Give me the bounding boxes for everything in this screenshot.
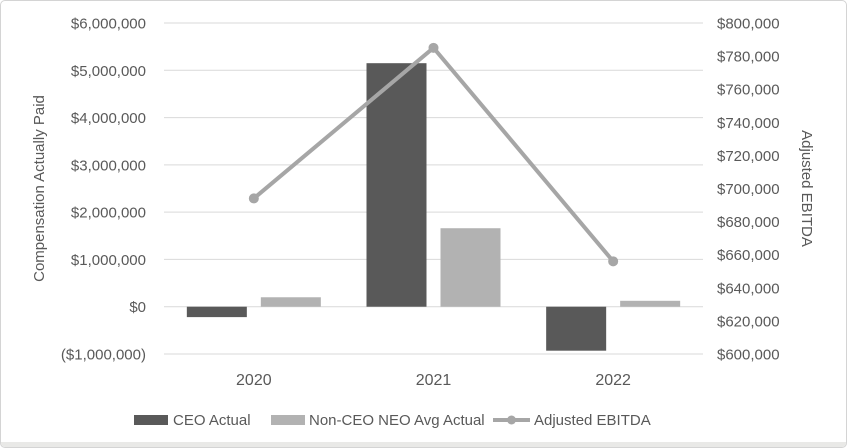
right-axis-tick-label: $800,000 xyxy=(717,16,780,33)
legend-label: Adjusted EBITDA xyxy=(534,412,651,429)
legend-swatch xyxy=(134,415,168,425)
right-axis-tick-label: $680,000 xyxy=(717,214,780,231)
right-axis-tick-label: $640,000 xyxy=(717,280,780,297)
bar xyxy=(546,306,607,351)
legend-item: Non-CEO NEO Avg Actual xyxy=(271,412,485,429)
right-axis-tick-labels: $800,000 $780,000 $760,000 $740,000 $720,000… xyxy=(717,16,780,364)
legend-item: CEO Actual xyxy=(134,412,251,429)
bar xyxy=(366,63,427,307)
ebitda-line-group xyxy=(248,42,619,267)
left-axis-tick-label: $0 xyxy=(129,299,146,316)
gridlines xyxy=(164,22,703,355)
right-axis-tick-label: $780,000 xyxy=(717,49,780,66)
right-axis-tick-label: $760,000 xyxy=(717,82,780,99)
right-axis-tick-label: $700,000 xyxy=(717,181,780,198)
left-axis-tick-label: $1,000,000 xyxy=(71,252,146,269)
legend-item: Adjusted EBITDA xyxy=(493,412,651,429)
right-axis-tick-label: $660,000 xyxy=(717,247,780,264)
left-axis-title: Compensation Actually Paid xyxy=(31,95,48,282)
legend-line-dot xyxy=(507,415,516,425)
legend-label: CEO Actual xyxy=(173,412,251,429)
left-axis-tick-label: $2,000,000 xyxy=(71,205,146,222)
year-label: 2022 xyxy=(595,372,631,389)
legend-swatch xyxy=(271,415,305,425)
right-axis-tick-label: $720,000 xyxy=(717,148,780,165)
ebitda-line xyxy=(252,45,615,263)
left-axis-tick-labels: $6,000,000 $5,000,000 $4,000,000 $3,000,000… xyxy=(61,16,146,364)
bar xyxy=(186,306,247,318)
right-axis-tick-label: $620,000 xyxy=(717,313,780,330)
left-axis-tick-label: ($1,000,000) xyxy=(61,347,146,364)
bar-series-ceo xyxy=(186,63,607,351)
right-axis-title: Adjusted EBITDA xyxy=(798,130,815,247)
legend-label: Non-CEO NEO Avg Actual xyxy=(309,412,485,429)
x-axis-labels: 2020 2021 2022 xyxy=(236,372,631,389)
ebitda-marker xyxy=(428,42,439,53)
bar xyxy=(440,228,501,307)
left-axis-tick-label: $5,000,000 xyxy=(71,63,146,80)
year-label: 2020 xyxy=(236,372,272,389)
bar-series-non-ceo xyxy=(260,228,681,307)
bar xyxy=(620,300,681,307)
ebitda-marker xyxy=(248,193,259,204)
year-label: 2021 xyxy=(416,372,452,389)
right-axis-tick-label: $740,000 xyxy=(717,115,780,132)
left-axis-tick-label: $6,000,000 xyxy=(71,16,146,33)
left-axis-tick-label: $3,000,000 xyxy=(71,157,146,174)
frame-bottom-edge xyxy=(1,442,846,447)
left-axis-tick-label: $4,000,000 xyxy=(71,110,146,127)
bars-group xyxy=(186,63,681,351)
ebitda-marker xyxy=(608,256,619,267)
bar xyxy=(260,297,321,307)
legend: CEO Actual Non-CEO NEO Avg Actual Adjusted… xyxy=(134,412,651,429)
right-axis-tick-label: $600,000 xyxy=(717,347,780,364)
